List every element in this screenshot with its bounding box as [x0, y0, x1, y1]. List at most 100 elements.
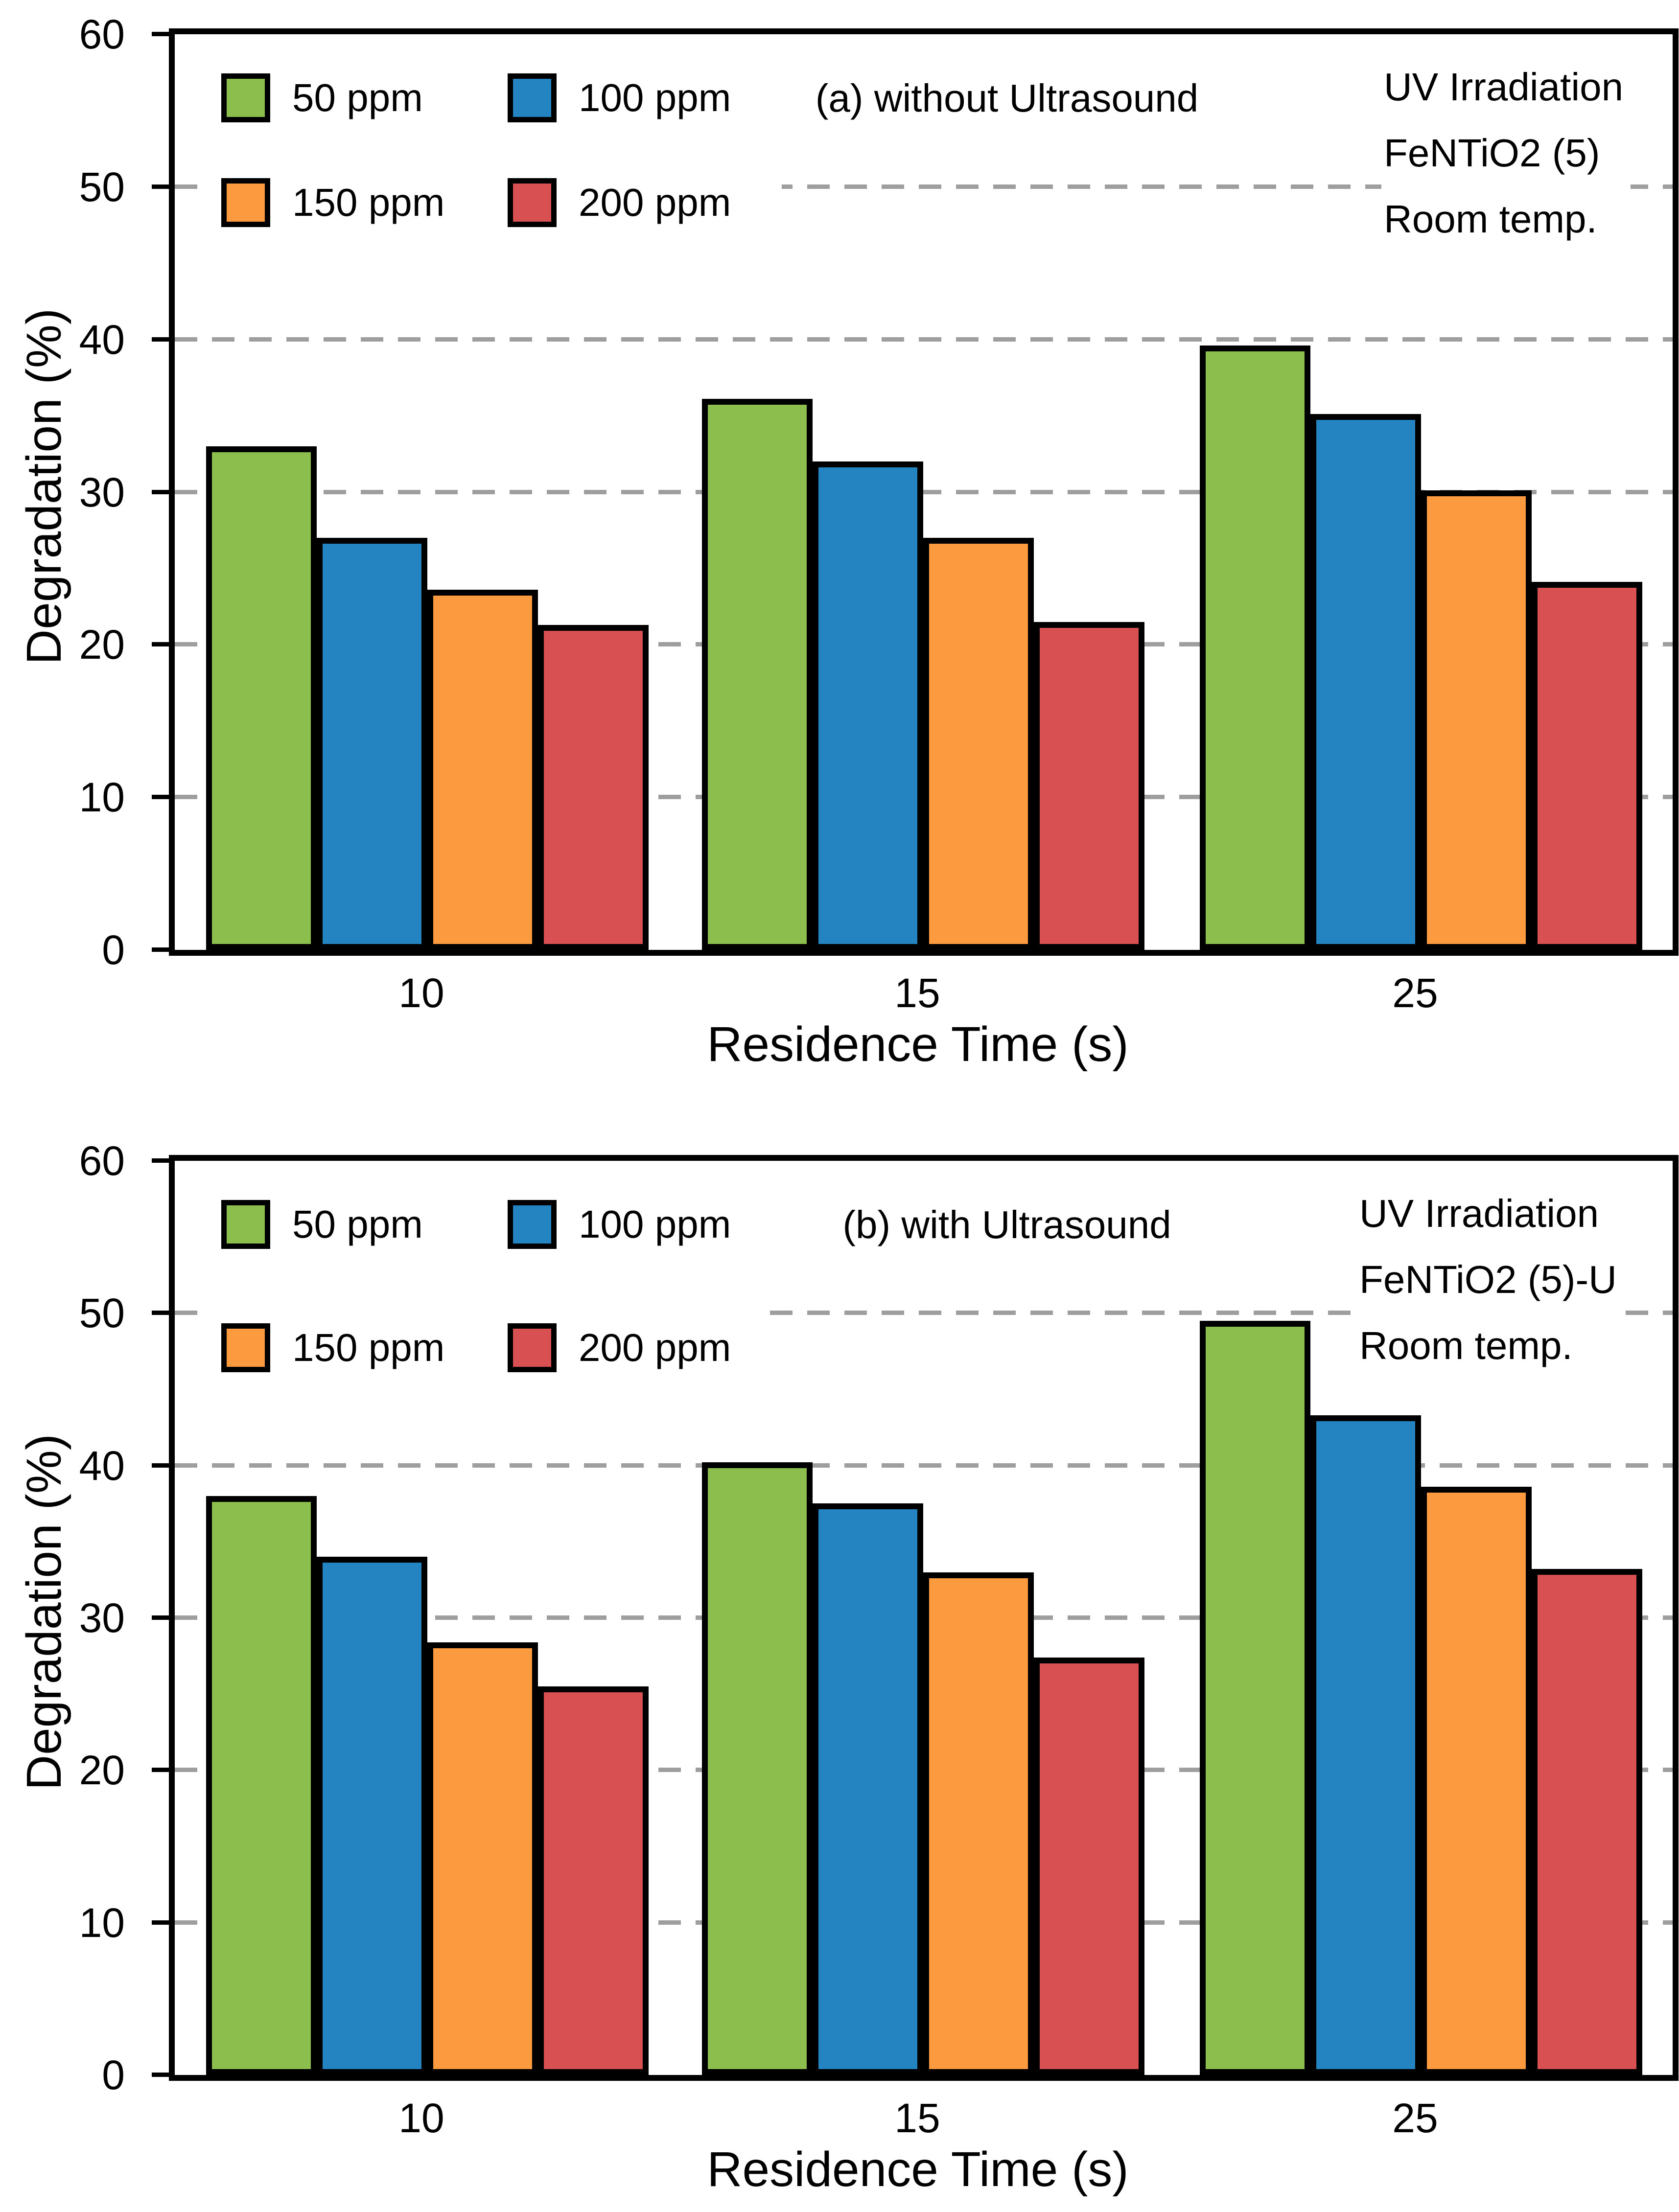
legend-label: 200 ppm — [579, 178, 744, 227]
y-axis-label: Degradation (%) — [17, 1433, 71, 1791]
panel-title: (a) without Ultrasound — [815, 76, 1199, 120]
bar-150ppm-25s — [1421, 490, 1532, 950]
bar-100ppm-10s — [317, 1557, 427, 2075]
x-tick-label-15: 15 — [894, 970, 940, 1016]
panel-a-without-ultrasound: 50 ppm 100 ppm 150 ppm 200 ppm (a) without U… — [17, 11, 1679, 1072]
legend-label: 150 ppm — [292, 178, 457, 227]
y-tick-10 — [152, 795, 169, 799]
plot-area: 50 ppm 100 ppm 150 ppm 200 ppm (a) without U… — [169, 28, 1679, 956]
legend-item-200ppm: 200 ppm — [508, 1323, 782, 1372]
y-tick-30 — [152, 1615, 169, 1620]
legend-item-200ppm: 200 ppm — [508, 178, 782, 227]
bar-100ppm-10s — [317, 538, 427, 950]
y-tick-label-10: 10 — [79, 774, 125, 820]
y-tick-40 — [152, 1463, 169, 1468]
bar-150ppm-25s — [1421, 1487, 1532, 2075]
y-tick-label-30: 30 — [79, 1595, 125, 1641]
legend-item-150ppm: 150 ppm — [221, 1323, 495, 1372]
legend-item-50ppm: 50 ppm — [221, 1200, 495, 1249]
legend-swatch-150ppm — [221, 178, 270, 227]
y-tick-label-20: 20 — [79, 622, 125, 668]
legend-item-150ppm: 150 ppm — [221, 178, 495, 227]
annotation: UV Irradiation FeNTiO2 (5) Room temp. — [1381, 54, 1631, 257]
y-tick-label-50: 50 — [79, 1290, 125, 1336]
bar-150ppm-10s — [427, 590, 538, 950]
legend-label: 100 ppm — [579, 73, 744, 122]
legend-label: 200 ppm — [579, 1323, 744, 1372]
legend-item-50ppm: 50 ppm — [221, 73, 495, 122]
x-axis-label: Residence Time (s) — [707, 1017, 1129, 1072]
y-tick-label-30: 30 — [79, 469, 125, 515]
x-tick-label-15: 15 — [894, 2095, 940, 2141]
legend-swatch-150ppm — [221, 1323, 270, 1372]
legend-swatch-200ppm — [508, 1323, 557, 1372]
legend-swatch-100ppm — [508, 73, 557, 122]
bar-150ppm-15s — [923, 538, 1034, 950]
annotation-line: FeNTiO2 (5)-U — [1359, 1258, 1617, 1301]
bar-50ppm-25s — [1200, 1321, 1310, 2075]
legend-label: 100 ppm — [579, 1200, 744, 1249]
y-tick-50 — [152, 184, 169, 189]
legend-label: 50 ppm — [292, 1200, 435, 1249]
legend-swatch-200ppm — [508, 178, 557, 227]
annotation-line: UV Irradiation — [1384, 65, 1624, 109]
y-tick-label-40: 40 — [79, 1443, 125, 1489]
y-tick-40 — [152, 337, 169, 342]
gridline-40 — [175, 1463, 1673, 1468]
legend-swatch-100ppm — [508, 1200, 557, 1249]
bar-200ppm-25s — [1532, 1569, 1642, 2075]
gridline-50 — [175, 1311, 1673, 1315]
bar-150ppm-15s — [923, 1572, 1034, 2075]
legend: 50 ppm 100 ppm 150 ppm 200 ppm — [211, 64, 782, 255]
bar-200ppm-15s — [1034, 622, 1144, 950]
bar-100ppm-15s — [813, 1503, 923, 2075]
bar-50ppm-15s — [702, 399, 813, 950]
bar-100ppm-25s — [1310, 1415, 1421, 2075]
bar-100ppm-15s — [813, 461, 923, 950]
panel-b-with-ultrasound: 50 ppm 100 ppm 150 ppm 200 ppm (b) with Ultr… — [0, 1106, 1679, 2212]
y-tick-label-50: 50 — [79, 164, 125, 210]
bar-100ppm-25s — [1310, 414, 1421, 950]
bar-200ppm-25s — [1532, 582, 1642, 950]
legend: 50 ppm 100 ppm 150 ppm 200 ppm — [211, 1190, 782, 1382]
x-tick-label-25: 25 — [1392, 2095, 1438, 2141]
bar-50ppm-10s — [206, 446, 317, 950]
x-tick-label-25: 25 — [1392, 970, 1438, 1016]
y-tick-label-20: 20 — [79, 1747, 125, 1793]
y-tick-label-0: 0 — [102, 2052, 125, 2098]
gridline-50 — [175, 184, 1673, 189]
legend-swatch-50ppm — [221, 73, 270, 122]
y-tick-30 — [152, 490, 169, 494]
bar-150ppm-10s — [427, 1642, 538, 2075]
y-tick-label-60: 60 — [79, 1138, 125, 1184]
bar-50ppm-15s — [702, 1462, 813, 2075]
gridline-40 — [175, 337, 1673, 342]
bar-50ppm-10s — [206, 1496, 317, 2075]
legend-swatch-50ppm — [221, 1200, 270, 1249]
y-tick-label-0: 0 — [102, 927, 125, 973]
annotation-line: FeNTiO2 (5) — [1384, 131, 1600, 175]
y-tick-label-10: 10 — [79, 1900, 125, 1946]
annotation-line: Room temp. — [1384, 197, 1597, 241]
bar-200ppm-10s — [538, 1686, 649, 2075]
legend-label: 150 ppm — [292, 1323, 457, 1372]
bar-50ppm-25s — [1200, 346, 1310, 950]
x-tick-label-10: 10 — [398, 2095, 444, 2141]
legend-item-100ppm: 100 ppm — [508, 1200, 782, 1249]
y-tick-50 — [152, 1311, 169, 1315]
y-tick-60 — [152, 1158, 169, 1163]
y-tick-label-40: 40 — [79, 317, 125, 363]
y-tick-0 — [152, 947, 169, 952]
legend-item-100ppm: 100 ppm — [508, 73, 782, 122]
y-tick-20 — [152, 642, 169, 646]
y-tick-20 — [152, 1768, 169, 1772]
gridline-30 — [175, 489, 1673, 494]
annotation: UV Irradiation FeNTiO2 (5)-U Room temp. — [1357, 1180, 1624, 1383]
y-axis-label: Degradation (%) — [17, 308, 71, 665]
bar-200ppm-15s — [1034, 1658, 1144, 2075]
y-tick-10 — [152, 1920, 169, 1925]
annotation-line: Room temp. — [1359, 1324, 1573, 1367]
panel-title: (b) with Ultrasound — [842, 1203, 1171, 1246]
annotation-line: UV Irradiation — [1359, 1192, 1599, 1235]
